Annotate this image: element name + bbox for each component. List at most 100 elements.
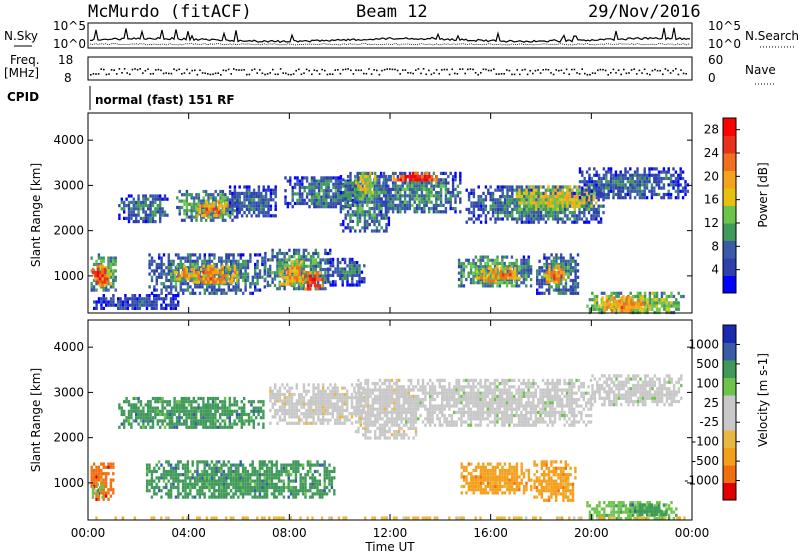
- heatmap-cell: [586, 304, 589, 308]
- heatmap-cell: [612, 180, 615, 184]
- heatmap-cell: [96, 274, 99, 278]
- heatmap-cell: [637, 305, 640, 310]
- heatmap-cell: [370, 194, 374, 198]
- heatmap-cell: [346, 210, 350, 214]
- heatmap-cell: [184, 492, 187, 496]
- heatmap-cell: [545, 262, 548, 267]
- freq-point: [669, 72, 672, 74]
- heatmap-cell: [602, 211, 605, 215]
- heatmap-cell: [525, 201, 528, 205]
- heatmap-cell: [665, 176, 668, 181]
- heatmap-cell: [322, 201, 326, 206]
- heatmap-cell: [196, 463, 199, 467]
- heatmap-cell: [576, 291, 580, 295]
- heatmap-cell: [574, 278, 577, 283]
- heatmap-cell: [132, 197, 135, 201]
- heatmap-cell: [489, 274, 492, 278]
- heatmap-cell: [423, 175, 427, 179]
- heatmap-cell: [686, 189, 690, 193]
- heatmap-cell: [515, 268, 518, 272]
- heatmap-cell: [315, 198, 318, 202]
- heatmap-cell: [190, 196, 193, 200]
- heatmap-cell: [170, 259, 173, 263]
- freq-point: [396, 69, 399, 72]
- heatmap-cell: [469, 268, 473, 272]
- heatmap-cell: [396, 197, 400, 201]
- heatmap-cell: [102, 294, 105, 298]
- heatmap-cell: [378, 203, 381, 207]
- heatmap-cell: [363, 219, 367, 223]
- freq-point: [248, 73, 251, 76]
- heatmap-cell: [563, 201, 567, 205]
- heatmap-cell: [556, 185, 559, 189]
- heatmap-cell: [597, 189, 601, 193]
- heatmap-cell: [684, 180, 687, 184]
- heatmap-cell: [536, 282, 539, 286]
- heatmap-cell: [508, 185, 512, 189]
- heatmap-cell: [192, 205, 196, 210]
- heatmap-cell: [208, 466, 211, 470]
- heatmap-cell: [209, 277, 212, 281]
- heatmap-cell: [539, 195, 543, 199]
- heatmap-cell: [366, 175, 370, 179]
- heatmap-cell: [574, 288, 577, 292]
- heatmap-cell: [639, 296, 643, 300]
- heatmap-cell: [239, 266, 242, 270]
- heatmap-cell: [179, 262, 182, 267]
- heatmap-cell: [198, 285, 202, 289]
- heatmap-cell: [332, 176, 335, 180]
- heatmap-cell: [293, 266, 297, 270]
- heatmap-cell: [203, 492, 206, 496]
- heatmap-cell: [510, 265, 514, 269]
- heatmap-cell: [255, 204, 258, 208]
- heatmap-cell: [563, 198, 567, 202]
- heatmap-cell: [281, 261, 284, 265]
- freq-point: [175, 69, 178, 72]
- heatmap-cell: [674, 176, 678, 181]
- heatmap-cell: [236, 271, 239, 275]
- heatmap-cell: [585, 170, 589, 174]
- heatmap-cell: [358, 207, 362, 211]
- heatmap-cell: [624, 183, 627, 187]
- heatmap-cell: [439, 200, 443, 204]
- heatmap-cell: [112, 285, 115, 289]
- heatmap-cell: [153, 489, 156, 493]
- heatmap-cell: [515, 204, 519, 208]
- heatmap-cell: [591, 307, 594, 311]
- heatmap-cell: [489, 198, 492, 202]
- heatmap-cell: [104, 472, 108, 476]
- heatmap-cell: [180, 205, 184, 210]
- heatmap-cell: [306, 271, 310, 275]
- heatmap-cell: [156, 197, 159, 201]
- heatmap-cell: [271, 280, 274, 284]
- heatmap-cell: [581, 189, 584, 193]
- heatmap-cell: [677, 189, 680, 193]
- heatmap-cell: [179, 479, 182, 483]
- heatmap-cell: [353, 270, 356, 274]
- heatmap-cell: [382, 229, 386, 233]
- heatmap-cell: [423, 171, 427, 175]
- heatmap-cell: [181, 482, 185, 486]
- heatmap-cell: [602, 186, 606, 190]
- heatmap-cell: [354, 175, 358, 179]
- heatmap-cell: [503, 198, 507, 202]
- heatmap-cell: [482, 207, 485, 211]
- heatmap-cell: [351, 270, 354, 274]
- heatmap-cell: [548, 285, 551, 289]
- heatmap-cell: [127, 204, 131, 208]
- heatmap-cell: [626, 176, 630, 181]
- heatmap-cell: [321, 267, 325, 272]
- heatmap-cell: [635, 309, 638, 313]
- heatmap-cell: [172, 278, 175, 283]
- heatmap-cell: [435, 210, 438, 214]
- heatmap-cell: [252, 204, 256, 208]
- heatmap-cell: [205, 476, 209, 480]
- heatmap-cell: [353, 264, 356, 268]
- heatmap-cell: [201, 485, 204, 490]
- heatmap-cell: [225, 495, 228, 499]
- heatmap-cell: [334, 189, 338, 193]
- heatmap-cell: [523, 211, 526, 215]
- heatmap-cell: [527, 265, 530, 269]
- heatmap-cell: [191, 463, 194, 467]
- heatmap-cell: [439, 197, 443, 201]
